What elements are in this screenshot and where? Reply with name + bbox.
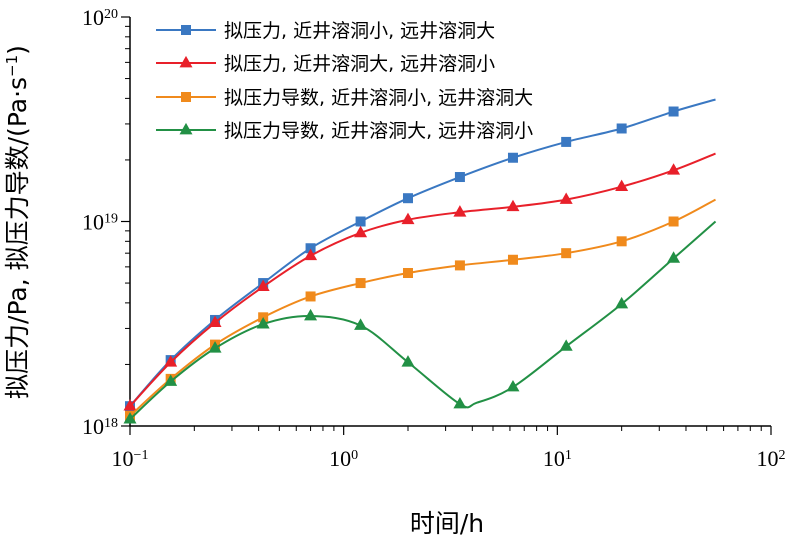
x-tick-exponent: 2 bbox=[779, 448, 786, 463]
series-2-point bbox=[667, 163, 681, 175]
x-tick-label: 100 bbox=[329, 446, 358, 471]
x-tick-base: 10 bbox=[757, 446, 779, 471]
legend-swatch-marker bbox=[181, 92, 191, 102]
y-tick-label: 1019 bbox=[82, 210, 118, 235]
series-2-point bbox=[304, 248, 318, 261]
series-3-point bbox=[454, 260, 465, 271]
y-tick-label: 1018 bbox=[82, 414, 118, 439]
series-1-line bbox=[129, 98, 716, 407]
series-1-point bbox=[305, 243, 316, 254]
series-1-point bbox=[454, 172, 465, 183]
y-tick-base: 10 bbox=[82, 210, 104, 235]
series-1-point bbox=[561, 136, 572, 147]
x-tick-base: 10 bbox=[543, 446, 565, 471]
series-4-point bbox=[304, 308, 318, 321]
y-axis-label-main: 拟压力/Pa, 拟压力导数/(Pa·s bbox=[3, 77, 32, 399]
series-2-point bbox=[123, 399, 137, 411]
y-tick-exponent: 20 bbox=[104, 7, 118, 22]
series-2-point bbox=[208, 315, 222, 328]
series-4-point bbox=[208, 341, 222, 353]
series-2-point bbox=[506, 199, 520, 212]
series-2-point bbox=[354, 225, 368, 238]
x-tick-label: 101 bbox=[543, 446, 572, 471]
series-3-point bbox=[561, 248, 572, 259]
series-4-point bbox=[401, 355, 415, 367]
series-4-point bbox=[667, 251, 681, 263]
legend-label: 拟压力导数, 近井溶洞小, 远井溶洞大 bbox=[224, 87, 533, 109]
series-1-point bbox=[402, 193, 413, 204]
series-2 bbox=[123, 152, 716, 411]
series-2-point bbox=[559, 192, 573, 204]
y-tick-base: 10 bbox=[82, 5, 104, 30]
series-2-point bbox=[256, 279, 270, 292]
legend-item-2: 拟压力, 近井溶洞大, 远井溶洞小 bbox=[156, 53, 495, 75]
y-axis-label-close: ) bbox=[3, 45, 32, 55]
series-4-point bbox=[506, 379, 520, 392]
series-4-point bbox=[123, 412, 137, 424]
series-3-point bbox=[305, 291, 316, 302]
y-axis-label: 拟压力/Pa, 拟压力导数/(Pa·s−1) bbox=[3, 45, 32, 399]
y-tick-exponent: 19 bbox=[104, 211, 118, 226]
series-2-point bbox=[164, 355, 178, 367]
series-4 bbox=[123, 220, 717, 424]
legend-label: 拟压力, 近井溶洞小, 远井溶洞大 bbox=[224, 20, 495, 42]
x-tick-exponent: 1 bbox=[565, 448, 572, 463]
y-tick-base: 10 bbox=[82, 414, 104, 439]
x-tick-exponent: 0 bbox=[351, 448, 358, 463]
series-2-point bbox=[615, 179, 629, 192]
series-3-point bbox=[668, 216, 679, 227]
series-1-point bbox=[355, 216, 366, 227]
series-1-point bbox=[616, 123, 627, 134]
series-4-point bbox=[453, 396, 467, 409]
series-1 bbox=[125, 98, 716, 412]
x-tick-label: 10−1 bbox=[112, 446, 149, 471]
series-3-point bbox=[355, 278, 366, 289]
y-tick-exponent: 18 bbox=[104, 416, 118, 431]
y-axis-label-sup: −1 bbox=[3, 55, 21, 77]
y-tick-label: 1020 bbox=[82, 5, 118, 30]
series-2-point bbox=[401, 212, 415, 225]
series-4-point bbox=[164, 374, 178, 386]
series-3 bbox=[125, 198, 716, 421]
x-tick-base: 10 bbox=[112, 446, 134, 471]
legend-swatch-marker bbox=[179, 55, 193, 68]
legend-label: 拟压力, 近井溶洞大, 远井溶洞小 bbox=[224, 53, 495, 75]
x-axis-label: 时间/h bbox=[410, 509, 484, 538]
legend-item-3: 拟压力导数, 近井溶洞小, 远井溶洞大 bbox=[156, 87, 533, 109]
series-layer bbox=[123, 98, 717, 424]
legend-item-1: 拟压力, 近井溶洞小, 远井溶洞大 bbox=[156, 20, 495, 42]
x-tick-base: 10 bbox=[329, 446, 351, 471]
series-4-point bbox=[256, 317, 270, 329]
legend-swatch-marker bbox=[179, 122, 193, 135]
series-3-point bbox=[507, 254, 518, 265]
series-3-point bbox=[402, 267, 413, 278]
series-1-point bbox=[507, 152, 518, 163]
legend-swatch-marker bbox=[181, 25, 191, 35]
series-4-point bbox=[354, 318, 368, 330]
x-tick-exponent: −1 bbox=[134, 448, 149, 463]
series-1-point bbox=[668, 106, 679, 117]
legend-item-4: 拟压力导数, 近井溶洞大, 远井溶洞小 bbox=[156, 120, 533, 142]
series-3-point bbox=[616, 236, 627, 247]
legend-label: 拟压力导数, 近井溶洞大, 远井溶洞小 bbox=[224, 120, 533, 142]
x-tick-label: 102 bbox=[757, 446, 786, 471]
series-4-point bbox=[559, 339, 573, 351]
series-2-point bbox=[453, 205, 467, 217]
series-4-point bbox=[615, 296, 629, 309]
